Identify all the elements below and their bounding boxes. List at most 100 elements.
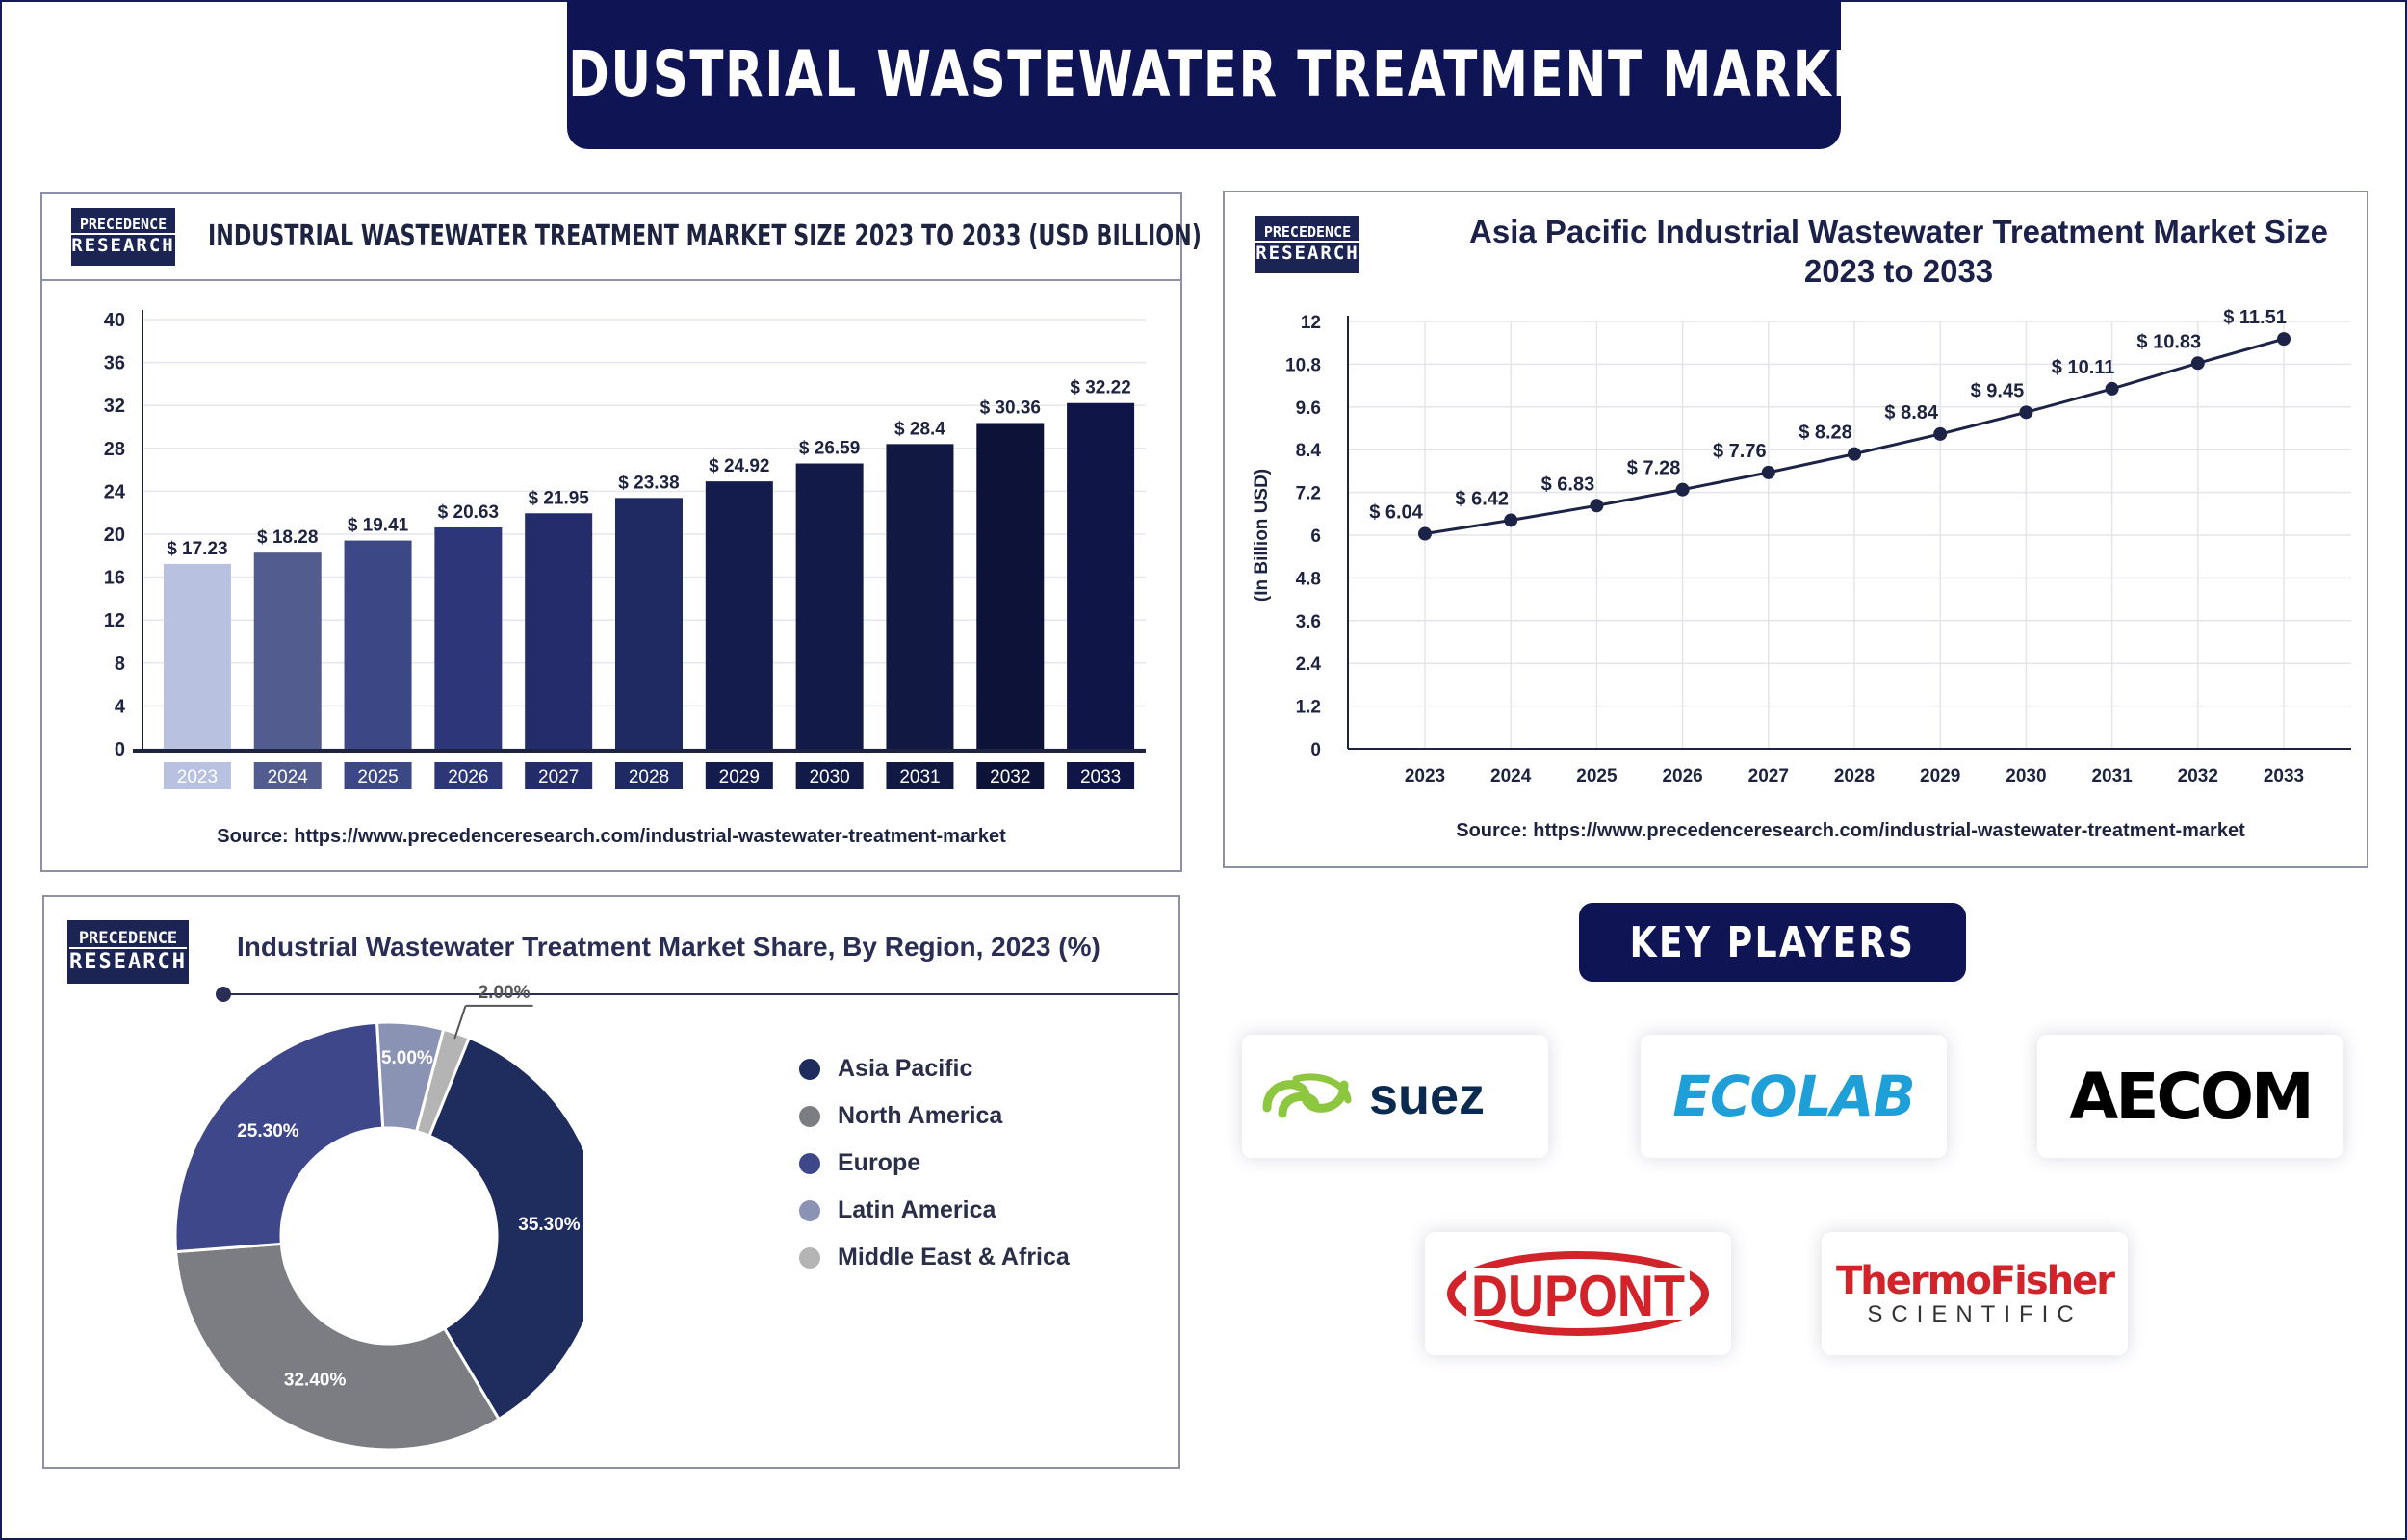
suez-logo: suez xyxy=(1262,1067,1485,1125)
x-tick-label: 2024 xyxy=(268,767,309,787)
y-tick-label: 9.6 xyxy=(1296,398,1321,419)
point-value-label: $ 7.28 xyxy=(1627,458,1681,479)
bar-value-label: $ 19.41 xyxy=(348,516,409,536)
x-tick-label: 2030 xyxy=(809,767,849,787)
bar-value-label: $ 24.92 xyxy=(709,456,769,476)
y-tick-label: 0 xyxy=(115,739,125,760)
bar-value-label: $ 21.95 xyxy=(528,488,589,508)
bar xyxy=(434,526,503,749)
x-tick-box xyxy=(886,762,954,789)
x-tick-box xyxy=(163,762,231,789)
aecom-logo: AECOM xyxy=(2069,1059,2314,1134)
point-value-label: $ 8.84 xyxy=(1884,402,1938,424)
data-point xyxy=(1504,513,1518,527)
point-value-label: $ 11.51 xyxy=(2223,307,2287,328)
y-tick-label: 24 xyxy=(104,481,126,502)
bar-value-label: $ 30.36 xyxy=(980,398,1041,418)
legend-swatch xyxy=(799,1058,820,1080)
legend-label: North America xyxy=(838,1102,1003,1129)
x-tick-label: 2026 xyxy=(1662,766,1702,786)
donut-chart-panel: PRECEDENCE RESEARCH Industrial Wastewate… xyxy=(42,895,1180,1469)
bar xyxy=(705,481,773,749)
bar-value-label: $ 17.23 xyxy=(167,539,227,559)
y-tick-label: 32 xyxy=(104,396,125,417)
legend-label: Latin America xyxy=(838,1196,996,1223)
y-tick-label: 4.8 xyxy=(1296,569,1321,589)
slice-value-label: 25.30% xyxy=(237,1121,299,1142)
x-tick-label: 2025 xyxy=(1576,766,1618,786)
x-tick-box xyxy=(615,762,683,789)
x-tick-box xyxy=(434,762,503,789)
bar xyxy=(976,423,1045,749)
y-axis-label: (In Billion USD) xyxy=(1252,469,1272,602)
x-tick-box xyxy=(344,762,412,789)
bar-chart-source: Source: https://www.precedenceresearch.c… xyxy=(217,826,1006,847)
precedence-logo: PRECEDENCE RESEARCH xyxy=(1255,216,1359,273)
panel-divider xyxy=(42,279,1180,281)
x-tick-label: 2029 xyxy=(719,767,760,787)
bar xyxy=(163,563,231,749)
precedence-logo: PRECEDENCE RESEARCH xyxy=(71,208,175,266)
point-value-label: $ 10.11 xyxy=(2052,357,2115,378)
main-title: INDUSTRIAL WASTEWATER TREATMENT MARKET xyxy=(505,38,1903,112)
x-tick-label: 2027 xyxy=(1748,766,1789,786)
bar-value-label: $ 26.59 xyxy=(799,439,860,459)
slice-value-label: 2.00% xyxy=(479,984,531,1003)
x-tick-box xyxy=(525,762,593,789)
bar xyxy=(344,540,412,749)
line-chart-title-line1: Asia Pacific Industrial Wastewater Treat… xyxy=(1469,214,2328,249)
data-point xyxy=(1933,426,1948,441)
line-chart-title-line2: 2023 to 2033 xyxy=(1803,253,1994,289)
dupont-logo-card: DUPONT xyxy=(1425,1232,1731,1355)
y-tick-label: 12 xyxy=(104,610,125,631)
leader-line xyxy=(453,1005,467,1040)
point-value-label: $ 9.45 xyxy=(1971,380,2025,401)
suez-logo-text: suez xyxy=(1369,1067,1485,1125)
y-tick-label: 7.2 xyxy=(1296,484,1321,504)
x-tick-label: 2030 xyxy=(2006,766,2046,786)
x-tick-label: 2024 xyxy=(1490,766,1532,786)
point-value-label: $ 7.76 xyxy=(1713,441,1767,462)
aecom-logo-card: AECOM xyxy=(2037,1035,2343,1158)
data-point xyxy=(2277,332,2291,346)
x-tick-box xyxy=(705,762,773,789)
x-tick-label: 2032 xyxy=(990,767,1030,787)
bar xyxy=(886,444,954,749)
bar xyxy=(525,513,593,749)
y-tick-label: 8 xyxy=(115,654,125,675)
ecolab-logo: ECOLAB xyxy=(1672,1064,1916,1129)
bar xyxy=(253,552,322,749)
x-tick-label: 2023 xyxy=(177,767,218,787)
legend-swatch xyxy=(799,1199,820,1221)
slice-value-label: 32.40% xyxy=(284,1370,347,1390)
line-chart-title: Asia Pacific Industrial Wastewater Treat… xyxy=(1417,212,2380,291)
suez-logo-card: suez xyxy=(1242,1035,1548,1158)
y-tick-label: 16 xyxy=(104,568,125,589)
title-underline xyxy=(223,993,1178,995)
donut-slice xyxy=(414,1027,472,1139)
x-tick-label: 2031 xyxy=(899,767,940,787)
legend-item: Europe xyxy=(799,1149,920,1177)
data-point xyxy=(1761,465,1775,479)
legend-swatch xyxy=(799,1105,820,1127)
donut-slice xyxy=(427,1036,583,1422)
bar xyxy=(615,498,683,749)
x-tick-label: 2023 xyxy=(1405,766,1445,786)
donut-chart-title: Industrial Wastewater Treatment Market S… xyxy=(237,932,1100,962)
thermofisher-logo-card: ThermoFisher SCIENTIFIC xyxy=(1822,1232,2128,1355)
thermofisher-logo-line1: ThermoFisher xyxy=(1836,1259,2115,1303)
x-tick-label: 2031 xyxy=(2091,766,2133,786)
point-value-label: $ 10.83 xyxy=(2136,331,2201,352)
legend-item: Asia Pacific xyxy=(799,1055,972,1083)
data-point xyxy=(1848,447,1861,461)
point-value-label: $ 8.28 xyxy=(1799,423,1852,444)
y-tick-label: 20 xyxy=(104,525,125,546)
data-point xyxy=(2019,405,2033,420)
legend-item: North America xyxy=(799,1102,1002,1130)
legend-item: Middle East & Africa xyxy=(799,1244,1070,1271)
x-tick-label: 2033 xyxy=(2264,766,2304,786)
x-tick-box xyxy=(1067,762,1135,789)
y-tick-label: 6 xyxy=(1310,526,1321,547)
main-title-banner: INDUSTRIAL WASTEWATER TREATMENT MARKET xyxy=(505,0,1902,149)
